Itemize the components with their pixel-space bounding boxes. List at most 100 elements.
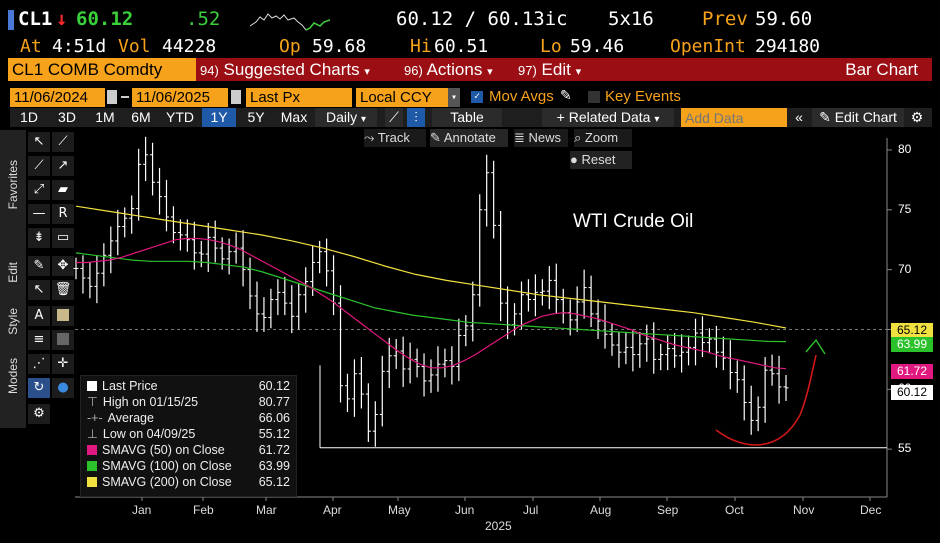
settings-gear-icon[interactable]: ⚙ [910,109,924,125]
last-price-tag: 60.12 [891,385,933,400]
chart-type-bar: Bar Chart [602,58,932,81]
ray-tool-icon[interactable]: ↗ [52,156,74,176]
edit-label: Edit [541,60,571,79]
actions-menu[interactable]: 96) Actions ▾ [400,58,516,81]
last-price-swatch [87,381,97,391]
legend-value: 63.99 [258,459,290,473]
period-3d[interactable]: 3D [58,109,76,125]
line-chart-icon[interactable]: ⟋ [385,108,403,127]
frequency-select[interactable]: Daily ▾ [315,108,377,127]
vol-label: Vol [118,36,151,57]
average-marker-icon: -+- [87,411,103,425]
mov-avgs-checkbox[interactable]: ✓ [471,91,483,103]
period-1y[interactable]: 1Y [202,108,236,127]
settings-small-gear-icon[interactable]: ⚙ [28,404,50,424]
dotted-line-icon[interactable]: ⋰ [28,354,50,374]
legend-label: Last Price [102,379,158,393]
bar-chart-icon[interactable]: ⫶ [407,108,425,127]
collapse-icon[interactable]: « [795,109,803,125]
related-data-button[interactable]: + Related Data ▾ [542,108,674,127]
horizontal-line-icon[interactable]: — [28,204,50,224]
line-width-icon[interactable]: ≡ [28,330,50,350]
fill-swatch-icon[interactable] [52,330,74,350]
zoom-button[interactable]: ⌕ Zoom [574,129,632,147]
edit-chart-button[interactable]: ✎ Edit Chart [812,108,904,127]
line-tool-icon[interactable]: ⟋ [52,132,74,152]
x-tick: Jul [523,503,539,517]
suggested-charts-menu[interactable]: 94) Suggested Charts ▾ [196,58,402,81]
annotate-button[interactable]: ✎ Annotate [430,129,508,147]
period-1d[interactable]: 1D [20,109,38,125]
caret-down-icon: ▾ [654,114,660,125]
key-events-label: Key Events [605,88,681,105]
period-ytd[interactable]: YTD [166,109,194,125]
legend-value: 65.12 [258,475,290,489]
bid-ask: 60.12 / 60.13ic [396,8,568,30]
brush-tool-icon[interactable]: ✎ [28,256,50,276]
trash-icon[interactable]: 🗑 [52,280,74,300]
chart-type-label: Bar Chart [845,60,918,79]
retracement-tool-icon[interactable]: R [52,204,74,224]
move-tool-icon[interactable]: ✥ [52,256,74,276]
frequency-label: Daily [325,109,358,125]
zoom-icon: ⌕ [574,130,582,145]
news-button[interactable]: ≣ News [514,129,568,147]
channel-tool-icon[interactable]: ▰ [52,180,74,200]
low-label: Lo [540,36,562,57]
color-swatch-icon[interactable] [52,306,74,326]
annotation-arrow [805,338,826,355]
period-6m[interactable]: 6M [131,109,151,125]
currency-dropdown-icon[interactable]: ▾ [448,88,460,107]
add-data-input[interactable] [681,108,787,127]
reset-button[interactable]: ● Reset [570,151,632,169]
start-calendar-icon[interactable] [107,90,117,104]
ticker-symbol[interactable]: CL1 [18,8,53,30]
end-date-field[interactable]: 11/06/2025 [132,88,228,107]
news-label: News [528,130,562,145]
text-tool-icon[interactable]: A [28,306,50,326]
at-label: At [20,36,42,57]
annotate-icon: ✎ [430,130,441,145]
table-button[interactable]: Table [432,108,502,127]
track-button[interactable]: ⤳ Track [364,129,426,147]
key-events-checkbox[interactable] [588,91,600,103]
rectangle-tool-icon[interactable]: ▭ [52,228,74,248]
period-1m[interactable]: 1M [95,109,115,125]
y-tick: 70 [898,261,912,276]
dots-mode-icon[interactable]: ● [52,378,74,398]
high-value: 60.51 [434,36,489,57]
fibonacci-tool-icon[interactable]: ⇟ [28,228,50,248]
crosshair-mode-icon[interactable]: ✛ [52,354,74,374]
currency-select[interactable]: Local CCY [356,88,448,107]
pencil-icon[interactable]: ✎ [560,88,572,104]
trendline-tool-icon[interactable]: ⟋ [28,156,50,176]
legend-label: SMAVG (50) on Close [102,443,225,457]
segment-tool-icon[interactable]: ⤢ [28,180,50,200]
high-marker-icon: ⊤ [87,395,98,409]
legend-low: ⊥ Low on 04/09/25 55.12 [87,426,290,442]
table-button-label: Table [450,109,484,125]
edit-menu[interactable]: 97) Edit ▾ [514,58,604,81]
price-field-select[interactable]: Last Px [246,88,352,107]
ma200-tag: 65.12 [891,323,933,338]
select-tool-icon[interactable]: ↖ [28,280,50,300]
news-icon: ≣ [514,130,525,145]
chart-legend[interactable]: Last Price 60.12 ⊤ High on 01/15/25 80.77 -… [80,375,297,497]
ticker-marker [8,10,14,30]
period-max[interactable]: Max [280,109,308,125]
edit-chart-label: Edit Chart [834,109,897,125]
cycle-mode-icon[interactable]: ↻ [28,378,50,398]
legend-sma100: SMAVG (100) on Close 63.99 [87,458,290,474]
legend-value: 60.12 [258,379,290,393]
track-label: Track [377,130,410,145]
pointer-tool-icon[interactable]: ↖ [28,132,50,152]
start-date-field[interactable]: 11/06/2024 [10,88,105,107]
period-5y[interactable]: 5Y [247,109,265,125]
prev-value: 59.60 [755,8,813,30]
date-separator [121,96,129,98]
end-calendar-icon[interactable] [231,90,241,104]
legend-sma50: SMAVG (50) on Close 61.72 [87,442,290,458]
vol-value: 44228 [162,36,217,57]
security-field[interactable]: CL1 COMB Comdty [8,58,198,81]
